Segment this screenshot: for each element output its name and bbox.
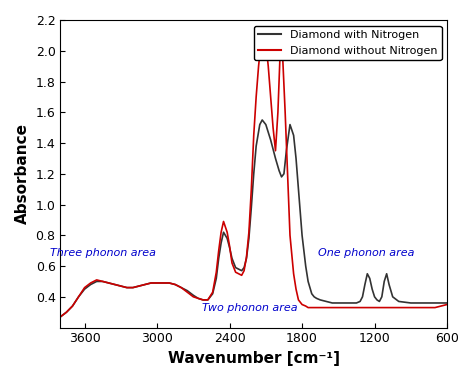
Diamond with Nitrogen	[57, 315, 63, 319]
Line: Diamond without Nitrogen: Diamond without Nitrogen	[60, 34, 447, 317]
Y-axis label: Absorbance: Absorbance	[15, 123, 30, 224]
Legend: Diamond with Nitrogen, Diamond without Nitrogen: Diamond with Nitrogen, Diamond without N…	[254, 26, 441, 60]
Diamond with Nitrogen	[142, 282, 148, 287]
X-axis label: Wavenumber [cm⁻¹]: Wavenumber [cm⁻¹]	[168, 351, 340, 366]
Text: One phonon area: One phonon area	[318, 248, 414, 258]
Diamond with Nitrogen	[259, 118, 265, 122]
Diamond with Nitrogen	[365, 272, 370, 276]
Diamond without Nitrogen	[261, 32, 266, 36]
Text: Two phonon area: Two phonon area	[202, 303, 298, 313]
Diamond with Nitrogen	[444, 301, 450, 305]
Line: Diamond with Nitrogen: Diamond with Nitrogen	[60, 120, 447, 317]
Diamond without Nitrogen	[303, 304, 309, 308]
Diamond without Nitrogen	[160, 281, 166, 285]
Diamond without Nitrogen	[88, 281, 93, 285]
Diamond with Nitrogen	[241, 265, 247, 270]
Diamond without Nitrogen	[444, 302, 450, 307]
Diamond with Nitrogen	[173, 282, 178, 287]
Diamond without Nitrogen	[57, 315, 63, 319]
Diamond without Nitrogen	[318, 305, 323, 310]
Diamond without Nitrogen	[275, 110, 281, 115]
Diamond with Nitrogen	[263, 122, 269, 127]
Diamond with Nitrogen	[205, 298, 210, 302]
Diamond without Nitrogen	[130, 285, 136, 290]
Text: Three phonon area: Three phonon area	[50, 248, 155, 258]
